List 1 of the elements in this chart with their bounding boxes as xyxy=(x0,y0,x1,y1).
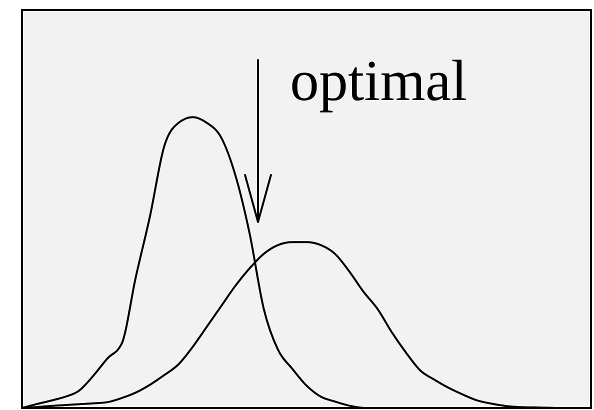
text: optimal xyxy=(290,48,468,113)
